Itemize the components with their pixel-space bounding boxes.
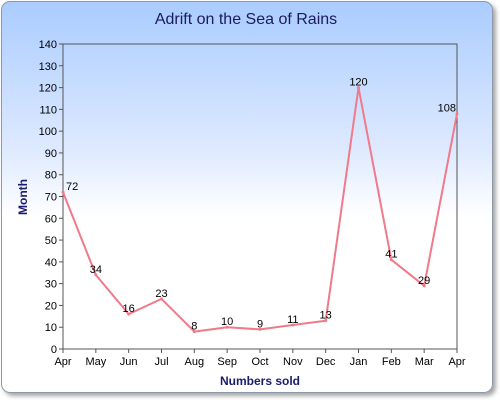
- y-tick-label: 60: [45, 213, 57, 225]
- data-label: 120: [349, 77, 367, 89]
- x-tick-label: Feb: [382, 356, 401, 368]
- y-tick-label: 0: [51, 344, 57, 356]
- data-label: 10: [221, 316, 233, 328]
- data-point: [389, 258, 393, 262]
- x-tick-label: Jun: [120, 356, 138, 368]
- chart-card: Adrift on the Sea of Rains 0 10 20 30 40 50 60…: [1, 1, 493, 393]
- data-point: [291, 323, 295, 327]
- data-labels: 72 34 16 23 8 10 9 11 13 120 41 29 108: [66, 77, 456, 333]
- data-label: 8: [191, 321, 197, 333]
- data-point: [94, 273, 98, 277]
- x-tick-label: Apr: [448, 356, 465, 368]
- x-tick-label: Jul: [154, 356, 168, 368]
- data-point: [422, 284, 426, 288]
- data-label: 13: [320, 310, 332, 322]
- x-tick-label: Mar: [415, 356, 434, 368]
- y-tick-label: 120: [39, 83, 57, 95]
- x-axis-title: Numbers sold: [220, 374, 300, 388]
- x-tick-label: Jan: [350, 356, 368, 368]
- x-tick-label: Apr: [54, 356, 71, 368]
- data-point: [258, 327, 262, 331]
- series-line: [62, 86, 458, 333]
- y-tick-label: 140: [39, 39, 57, 51]
- x-tick-label: Nov: [283, 356, 303, 368]
- y-tick-label: 110: [39, 104, 57, 116]
- y-tick-label: 10: [45, 322, 57, 334]
- y-axis-title: Month: [16, 179, 30, 215]
- y-tick-label: 130: [39, 61, 57, 73]
- data-label: 16: [123, 303, 135, 315]
- x-tick-label: Dec: [316, 356, 336, 368]
- line-chart: Adrift on the Sea of Rains 0 10 20 30 40 50 60…: [16, 11, 466, 388]
- data-label: 23: [155, 288, 167, 300]
- x-tick-label: Sep: [217, 356, 237, 368]
- x-axis: Apr May Jun Jul Aug Sep Oct Nov Dec Jan Feb Mar Apr: [54, 349, 466, 368]
- y-tick-label: 50: [45, 235, 57, 247]
- data-point: [455, 112, 459, 116]
- y-tick-label: 70: [45, 192, 57, 204]
- y-tick-label: 80: [45, 170, 57, 182]
- data-point: [225, 325, 229, 329]
- data-label: 108: [438, 103, 456, 115]
- data-point: [127, 312, 131, 316]
- y-tick-label: 20: [45, 300, 57, 312]
- y-tick-label: 100: [39, 126, 57, 138]
- data-point: [160, 297, 163, 301]
- y-tick-label: 40: [45, 257, 57, 269]
- series-line-group: [61, 86, 459, 334]
- data-label: 34: [90, 264, 102, 276]
- x-tick-label: Oct: [251, 356, 268, 368]
- data-label: 9: [257, 318, 263, 330]
- data-point: [357, 86, 360, 90]
- chart-title: Adrift on the Sea of Rains: [155, 11, 337, 28]
- data-point: [324, 319, 328, 323]
- x-tick-label: Aug: [185, 356, 205, 368]
- x-tick-label: May: [85, 356, 106, 368]
- data-label: 11: [287, 314, 298, 326]
- data-label: 41: [385, 249, 397, 261]
- y-axis: 0 10 20 30 40 50 60 70 80 90 100 110 120 130 140: [39, 39, 63, 356]
- data-label: 29: [418, 275, 430, 287]
- y-tick-label: 30: [45, 279, 57, 291]
- data-label: 72: [66, 181, 78, 193]
- data-point: [192, 330, 196, 334]
- data-point: [61, 190, 65, 194]
- y-tick-label: 90: [45, 148, 57, 160]
